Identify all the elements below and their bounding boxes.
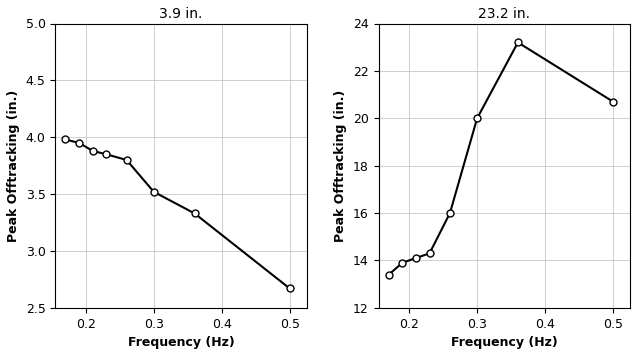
Y-axis label: Peak Offtracking (in.): Peak Offtracking (in.) [7, 89, 20, 242]
X-axis label: Frequency (Hz): Frequency (Hz) [451, 336, 558, 349]
Title: 23.2 in.: 23.2 in. [478, 7, 531, 21]
X-axis label: Frequency (Hz): Frequency (Hz) [127, 336, 234, 349]
Y-axis label: Peak Offtracking (in.): Peak Offtracking (in.) [334, 89, 347, 242]
Title: 3.9 in.: 3.9 in. [159, 7, 203, 21]
